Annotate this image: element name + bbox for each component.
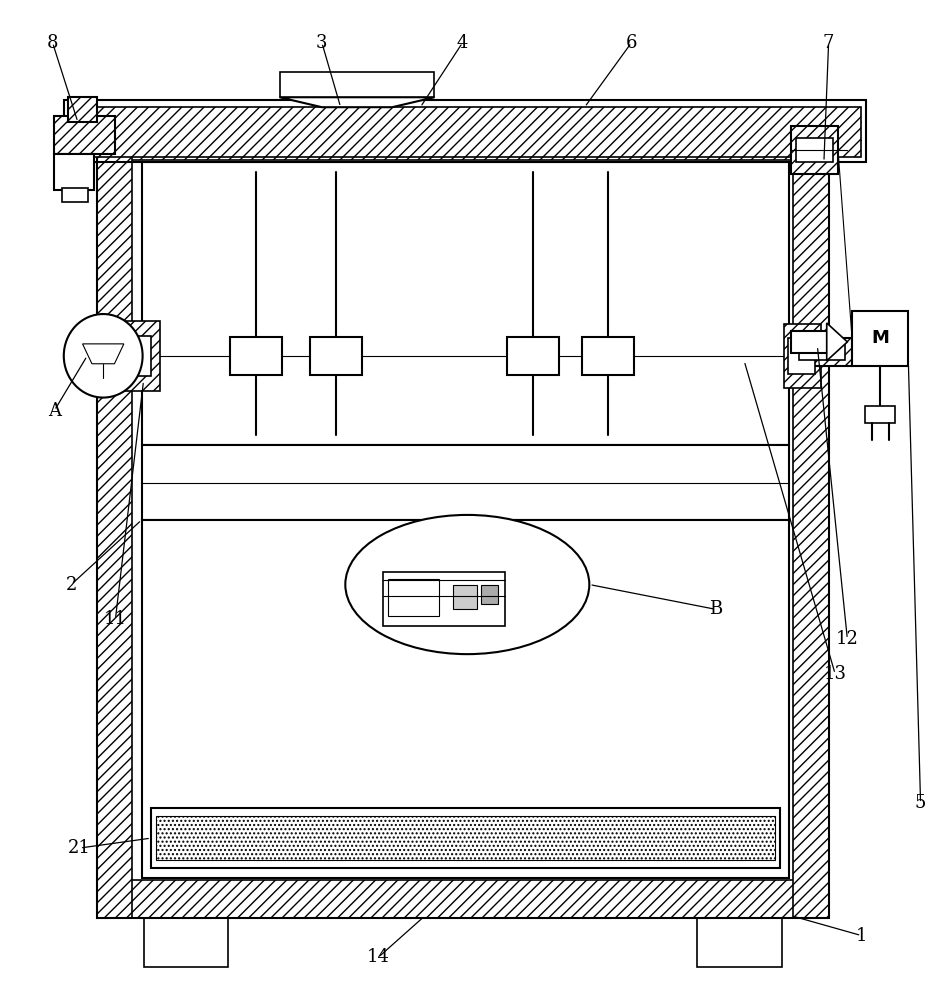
Text: 5: 5 — [915, 794, 926, 812]
Bar — [127, 336, 151, 376]
Bar — [383, 572, 505, 626]
Bar — [796, 138, 834, 162]
Bar — [156, 816, 775, 860]
Polygon shape — [279, 97, 434, 107]
Bar — [788, 338, 815, 374]
Bar — [96, 122, 829, 160]
Bar — [791, 126, 838, 174]
Bar — [698, 918, 782, 967]
Bar — [55, 154, 93, 190]
Text: 2: 2 — [65, 576, 77, 594]
Circle shape — [64, 314, 143, 398]
Text: 3: 3 — [316, 34, 328, 52]
Bar — [866, 406, 895, 423]
Ellipse shape — [346, 515, 589, 654]
Text: 4: 4 — [457, 34, 468, 52]
Text: A: A — [48, 401, 61, 420]
Bar — [582, 337, 633, 375]
Bar — [142, 445, 789, 520]
Bar — [453, 585, 477, 609]
Bar — [791, 331, 827, 353]
Bar — [118, 321, 160, 391]
Text: 12: 12 — [836, 630, 859, 648]
Bar — [388, 579, 439, 616]
Bar — [151, 808, 780, 868]
Bar — [62, 188, 88, 202]
Text: 11: 11 — [104, 610, 126, 628]
Polygon shape — [827, 323, 848, 361]
Bar — [55, 116, 115, 154]
Bar — [64, 100, 867, 162]
Text: 21: 21 — [68, 839, 92, 857]
Bar — [799, 344, 845, 360]
Bar — [96, 880, 829, 918]
Bar — [142, 520, 789, 878]
Bar — [311, 337, 362, 375]
Bar — [143, 918, 228, 967]
Bar — [230, 337, 282, 375]
Bar — [68, 97, 96, 122]
Bar — [791, 338, 852, 366]
Bar — [96, 122, 132, 918]
Text: 14: 14 — [366, 948, 390, 966]
Text: 1: 1 — [855, 927, 868, 945]
Bar — [481, 585, 498, 604]
Bar — [852, 311, 908, 366]
Bar — [142, 162, 789, 445]
Text: B: B — [709, 600, 722, 618]
Text: 6: 6 — [626, 34, 637, 52]
Bar — [69, 107, 862, 157]
Text: 13: 13 — [824, 665, 847, 683]
Text: 7: 7 — [823, 34, 834, 52]
Bar — [96, 122, 829, 918]
Polygon shape — [82, 344, 124, 364]
Bar — [784, 324, 821, 388]
Text: M: M — [871, 329, 889, 347]
Bar — [507, 337, 559, 375]
Bar — [793, 122, 829, 918]
Text: 8: 8 — [47, 34, 59, 52]
Bar — [279, 72, 434, 97]
